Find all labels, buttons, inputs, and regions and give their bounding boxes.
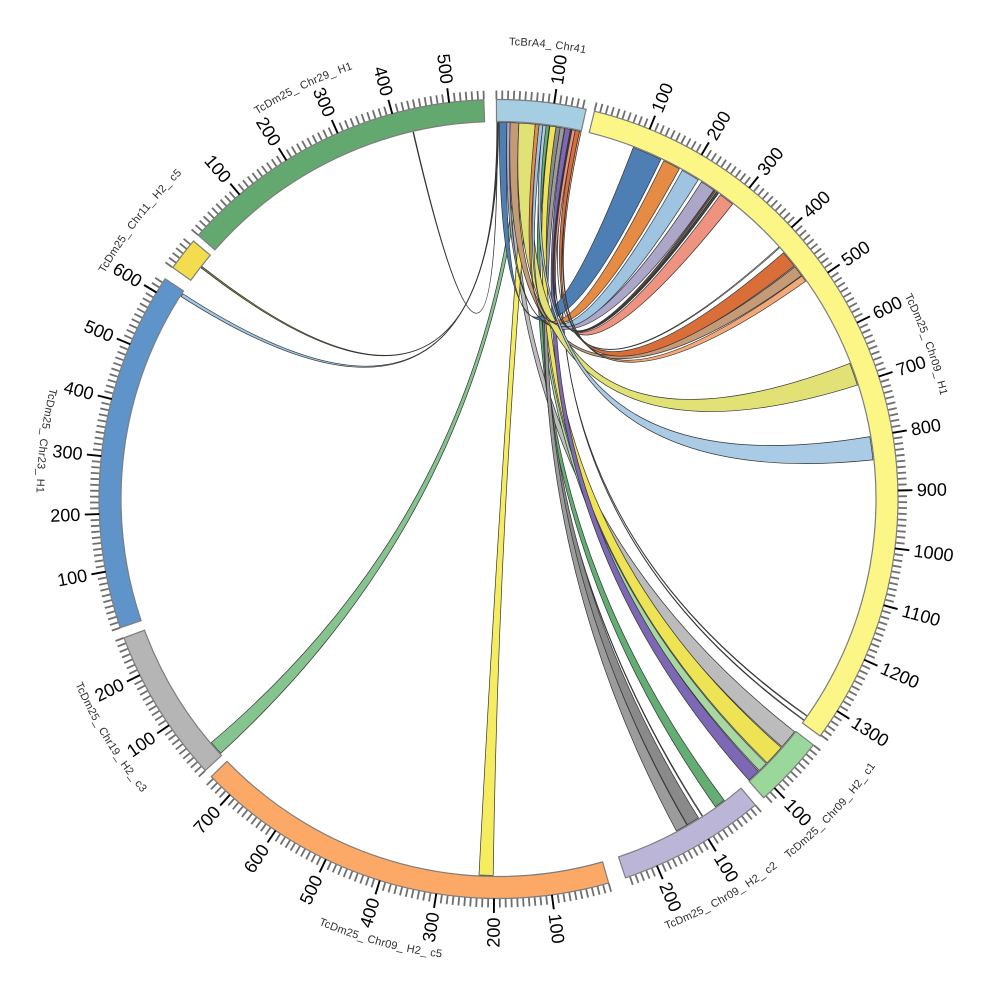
svg-text:900: 900	[917, 479, 947, 500]
svg-text:200: 200	[50, 505, 81, 526]
svg-text:200: 200	[484, 917, 504, 947]
svg-text:100: 100	[544, 912, 568, 944]
svg-text:500: 500	[433, 53, 457, 85]
svg-text:300: 300	[51, 441, 83, 464]
svg-text:100: 100	[547, 53, 571, 86]
